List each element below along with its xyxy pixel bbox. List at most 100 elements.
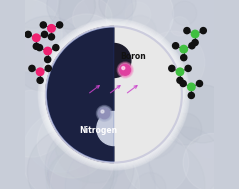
Circle shape bbox=[31, 161, 82, 189]
Circle shape bbox=[38, 19, 190, 170]
Circle shape bbox=[43, 23, 185, 166]
Circle shape bbox=[59, 0, 133, 46]
Circle shape bbox=[25, 31, 31, 37]
Circle shape bbox=[97, 43, 131, 77]
Circle shape bbox=[180, 81, 186, 87]
Circle shape bbox=[200, 28, 206, 34]
Circle shape bbox=[188, 83, 195, 91]
Circle shape bbox=[183, 133, 239, 189]
Circle shape bbox=[97, 105, 112, 121]
Circle shape bbox=[82, 143, 136, 189]
Circle shape bbox=[49, 34, 54, 40]
Circle shape bbox=[47, 0, 95, 29]
Text: Boron: Boron bbox=[120, 52, 146, 61]
Circle shape bbox=[6, 0, 60, 28]
Text: Nitrogen: Nitrogen bbox=[80, 126, 118, 135]
Circle shape bbox=[169, 0, 239, 67]
Circle shape bbox=[185, 65, 191, 71]
Circle shape bbox=[0, 0, 62, 71]
Circle shape bbox=[130, 120, 157, 146]
Circle shape bbox=[192, 40, 198, 46]
Circle shape bbox=[142, 31, 205, 94]
Circle shape bbox=[40, 22, 46, 28]
Circle shape bbox=[41, 31, 48, 37]
Circle shape bbox=[177, 77, 183, 83]
Circle shape bbox=[99, 108, 110, 119]
Circle shape bbox=[50, 55, 122, 127]
Circle shape bbox=[184, 28, 190, 34]
Circle shape bbox=[0, 90, 65, 157]
Circle shape bbox=[37, 45, 43, 51]
Circle shape bbox=[22, 109, 115, 189]
Circle shape bbox=[50, 142, 140, 189]
FancyArrowPatch shape bbox=[127, 86, 137, 93]
Circle shape bbox=[122, 67, 125, 70]
Circle shape bbox=[105, 0, 174, 48]
Circle shape bbox=[46, 149, 111, 189]
Circle shape bbox=[33, 34, 40, 42]
Circle shape bbox=[98, 107, 111, 120]
Circle shape bbox=[45, 65, 51, 71]
Circle shape bbox=[53, 45, 59, 51]
Circle shape bbox=[111, 66, 133, 88]
Circle shape bbox=[48, 25, 55, 32]
Circle shape bbox=[57, 22, 63, 28]
Circle shape bbox=[120, 65, 130, 75]
Circle shape bbox=[29, 65, 35, 71]
Circle shape bbox=[45, 57, 51, 63]
Wedge shape bbox=[114, 26, 182, 163]
Circle shape bbox=[12, 149, 79, 189]
FancyArrowPatch shape bbox=[110, 86, 120, 93]
Circle shape bbox=[0, 0, 58, 34]
Wedge shape bbox=[46, 27, 114, 162]
Circle shape bbox=[30, 0, 90, 50]
Circle shape bbox=[10, 74, 46, 110]
Circle shape bbox=[121, 0, 146, 16]
Circle shape bbox=[191, 30, 199, 38]
Circle shape bbox=[37, 77, 43, 83]
Circle shape bbox=[9, 16, 86, 92]
Circle shape bbox=[124, 15, 156, 47]
Circle shape bbox=[47, 135, 118, 189]
Circle shape bbox=[65, 141, 155, 189]
Circle shape bbox=[79, 16, 163, 99]
Circle shape bbox=[45, 123, 134, 189]
Circle shape bbox=[121, 101, 179, 159]
Circle shape bbox=[44, 25, 184, 164]
Circle shape bbox=[113, 139, 205, 189]
Circle shape bbox=[131, 115, 155, 138]
Circle shape bbox=[97, 39, 136, 78]
Circle shape bbox=[196, 81, 202, 87]
Circle shape bbox=[131, 57, 171, 97]
Circle shape bbox=[73, 0, 112, 37]
Circle shape bbox=[169, 65, 175, 71]
Circle shape bbox=[44, 47, 51, 55]
Circle shape bbox=[196, 132, 222, 158]
Circle shape bbox=[42, 22, 186, 167]
Circle shape bbox=[5, 3, 57, 56]
Circle shape bbox=[170, 17, 189, 36]
Circle shape bbox=[73, 89, 141, 157]
FancyArrowPatch shape bbox=[90, 86, 99, 93]
Circle shape bbox=[55, 103, 135, 183]
Circle shape bbox=[36, 68, 44, 76]
Circle shape bbox=[97, 112, 131, 146]
Circle shape bbox=[132, 75, 158, 101]
Circle shape bbox=[39, 20, 188, 169]
Circle shape bbox=[170, 113, 202, 145]
Circle shape bbox=[117, 62, 133, 78]
Circle shape bbox=[135, 173, 166, 189]
Circle shape bbox=[99, 0, 136, 21]
Circle shape bbox=[101, 110, 104, 113]
Circle shape bbox=[174, 85, 232, 143]
Circle shape bbox=[124, 130, 189, 189]
Circle shape bbox=[119, 63, 132, 77]
Circle shape bbox=[33, 43, 39, 49]
Circle shape bbox=[27, 128, 114, 189]
Circle shape bbox=[54, 58, 112, 115]
Circle shape bbox=[40, 21, 187, 168]
Circle shape bbox=[149, 127, 222, 189]
Circle shape bbox=[53, 14, 120, 82]
Circle shape bbox=[189, 43, 195, 49]
Circle shape bbox=[181, 55, 187, 61]
